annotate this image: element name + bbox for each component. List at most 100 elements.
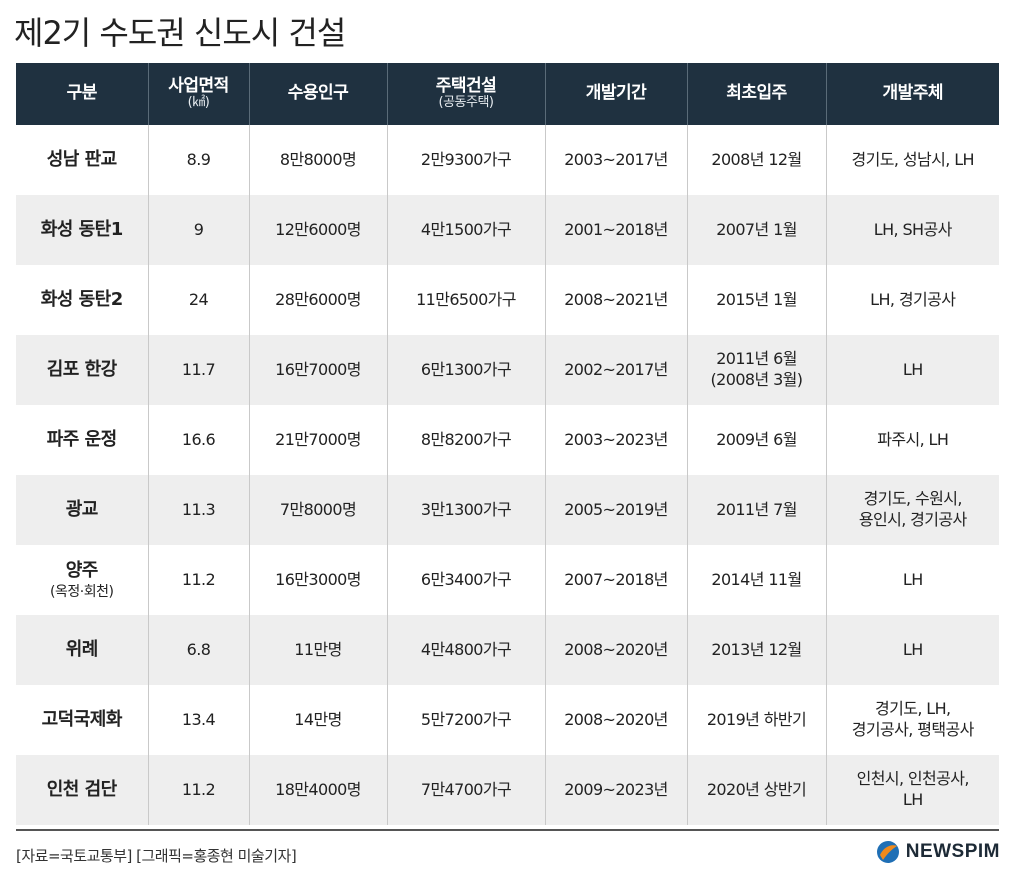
cell-period: 2003~2017년 — [545, 125, 688, 195]
cell-developer-text: LH, SH공사 — [873, 219, 953, 239]
column-header: 주택건설 (공동주택) — [387, 63, 546, 125]
cell-population-text: 16만3000명 — [275, 569, 361, 589]
cell-population: 21만7000명 — [249, 405, 388, 475]
cell-housing: 8만8200가구 — [387, 405, 546, 475]
column-header: 개발주체 — [826, 63, 999, 125]
table-row: 양주 (옥정·회천) 11.2 16만3000명 6만3400가구 2007~2018년 2… — [16, 545, 999, 615]
cell-name: 화성 동탄1 — [16, 195, 149, 265]
cell-period-text: 2008~2020년 — [564, 709, 668, 729]
cell-period: 2001~2018년 — [545, 195, 688, 265]
cell-area: 24 — [148, 265, 250, 335]
cell-first-move-in-text: 2014년 11월 — [711, 569, 802, 589]
cell-developer-line2: LH — [902, 790, 923, 809]
brand-name: NEWSPIM — [905, 841, 1000, 862]
data-table-container: 구분 사업면적 (㎢) 수용인구 주택건설 (공동주택) 개발기간 최초입주 개발주체 성남 판… — [16, 63, 999, 825]
table-row: 화성 동탄2 24 28만6000명 11만6500가구 2008~2021년 2015년… — [16, 265, 999, 335]
cell-name: 양주 (옥정·회천) — [16, 545, 149, 615]
cell-housing: 6만1300가구 — [387, 335, 546, 405]
cell-first-move-in-text: 2019년 하반기 — [706, 709, 807, 729]
cell-area-text: 13.4 — [181, 709, 216, 729]
cell-period: 2008~2020년 — [545, 615, 688, 685]
cell-housing-text: 2만9300가구 — [420, 149, 512, 169]
cell-population-text: 21만7000명 — [275, 429, 361, 449]
cell-first-move-in-text: 2011년 7월 — [716, 499, 797, 519]
table-row: 화성 동탄1 9 12만6000명 4만1500가구 2001~2018년 2007년 1… — [16, 195, 999, 265]
source-credit: [자료=국토교통부] [그래픽=홍종현 미술기자] — [16, 847, 297, 865]
cell-period: 2009~2023년 — [545, 755, 688, 825]
brand-logo: NEWSPIM — [876, 840, 1000, 864]
cell-name-text: 성남 판교 — [46, 149, 118, 171]
cell-area-text: 11.7 — [181, 359, 216, 379]
cell-developer-text: 파주시, LH — [877, 429, 949, 449]
cell-first-move-in: 2014년 11월 — [687, 545, 827, 615]
cell-period-text: 2002~2017년 — [564, 359, 668, 379]
cell-developer-text: 경기도, 수원시, — [863, 489, 963, 509]
cell-developer: 경기도, 성남시, LH — [826, 125, 999, 195]
cell-area: 8.9 — [148, 125, 250, 195]
cell-name-text: 김포 한강 — [46, 359, 118, 381]
cell-period: 2008~2020년 — [545, 685, 688, 755]
cell-area-text: 11.3 — [181, 499, 216, 519]
cell-population: 28만6000명 — [249, 265, 388, 335]
cell-population: 12만6000명 — [249, 195, 388, 265]
cell-area-text: 16.6 — [181, 429, 216, 449]
cell-developer: LH, SH공사 — [826, 195, 999, 265]
cell-developer-text: 인천시, 인천공사, — [856, 769, 970, 789]
table-row: 고덕국제화 13.4 14만명 5만7200가구 2008~2020년 2019년 하반기… — [16, 685, 999, 755]
cell-first-move-in-text: 2011년 6월 — [716, 349, 797, 369]
cell-housing-text: 6만1300가구 — [420, 359, 512, 379]
cell-first-move-in-line2: (2008년 3월) — [710, 370, 804, 389]
cell-name: 고덕국제화 — [16, 685, 149, 755]
cell-name: 파주 운정 — [16, 405, 149, 475]
cell-name: 인천 검단 — [16, 755, 149, 825]
cell-first-move-in: 2019년 하반기 — [687, 685, 827, 755]
table-row: 인천 검단 11.2 18만4000명 7만4700가구 2009~2023년 2020년… — [16, 755, 999, 825]
cell-area-text: 11.2 — [181, 779, 216, 799]
column-header-label: 주택건설 — [435, 75, 497, 96]
cell-developer-line2: 경기공사, 평택공사 — [851, 720, 975, 739]
cell-population: 14만명 — [249, 685, 388, 755]
cell-developer: 파주시, LH — [826, 405, 999, 475]
cell-housing-text: 4만1500가구 — [420, 219, 512, 239]
cell-period-text: 2003~2017년 — [564, 149, 668, 169]
cell-population-text: 16만7000명 — [275, 359, 361, 379]
cell-period: 2003~2023년 — [545, 405, 688, 475]
cell-developer: LH — [826, 615, 999, 685]
cell-period-text: 2001~2018년 — [564, 219, 668, 239]
cell-housing-text: 6만3400가구 — [420, 569, 512, 589]
cell-population: 8만8000명 — [249, 125, 388, 195]
cell-area-text: 6.8 — [186, 639, 211, 659]
cell-period-text: 2003~2023년 — [564, 429, 668, 449]
column-header-label: 개발기간 — [585, 83, 647, 104]
column-header-label: 수용인구 — [287, 83, 349, 104]
column-header: 수용인구 — [249, 63, 388, 125]
cell-housing: 5만7200가구 — [387, 685, 546, 755]
column-header-unit: (공동주택) — [438, 95, 494, 111]
cell-developer: LH — [826, 545, 999, 615]
cell-period-text: 2007~2018년 — [564, 569, 668, 589]
cell-housing: 3만1300가구 — [387, 475, 546, 545]
cell-first-move-in-text: 2008년 12월 — [711, 149, 802, 169]
cell-first-move-in-text: 2015년 1월 — [716, 289, 797, 309]
cell-name: 광교 — [16, 475, 149, 545]
cell-housing: 2만9300가구 — [387, 125, 546, 195]
cell-housing-text: 11만6500가구 — [416, 289, 516, 309]
cell-name: 화성 동탄2 — [16, 265, 149, 335]
cell-developer: LH — [826, 335, 999, 405]
cell-population: 11만명 — [249, 615, 388, 685]
cell-area-text: 11.2 — [181, 569, 216, 589]
cell-name: 김포 한강 — [16, 335, 149, 405]
cell-population: 18만4000명 — [249, 755, 388, 825]
cell-area-text: 9 — [193, 219, 204, 239]
cell-developer: 인천시, 인천공사, LH — [826, 755, 999, 825]
cell-developer-text: 경기도, LH, — [874, 699, 951, 719]
cell-population-text: 18만4000명 — [275, 779, 361, 799]
newspim-logo-icon — [876, 841, 899, 863]
table-row: 성남 판교 8.9 8만8000명 2만9300가구 2003~2017년 2008년 1… — [16, 125, 999, 195]
column-header-label: 개발주체 — [882, 83, 944, 104]
cell-housing-text: 5만7200가구 — [420, 709, 512, 729]
cell-population-text: 12만6000명 — [275, 219, 361, 239]
table-header-row: 구분 사업면적 (㎢) 수용인구 주택건설 (공동주택) 개발기간 최초입주 개발주체 — [16, 63, 999, 125]
cell-population: 16만7000명 — [249, 335, 388, 405]
cell-area: 11.2 — [148, 755, 250, 825]
